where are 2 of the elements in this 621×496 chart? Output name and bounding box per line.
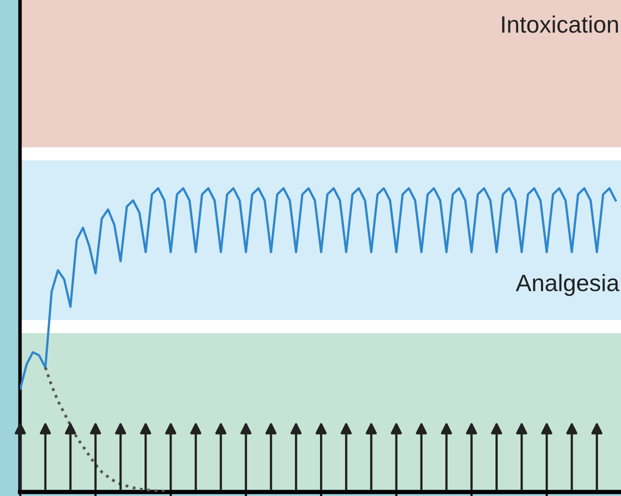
band-label: Intoxication [502,16,618,33]
band-label: Analgesia [516,274,620,296]
